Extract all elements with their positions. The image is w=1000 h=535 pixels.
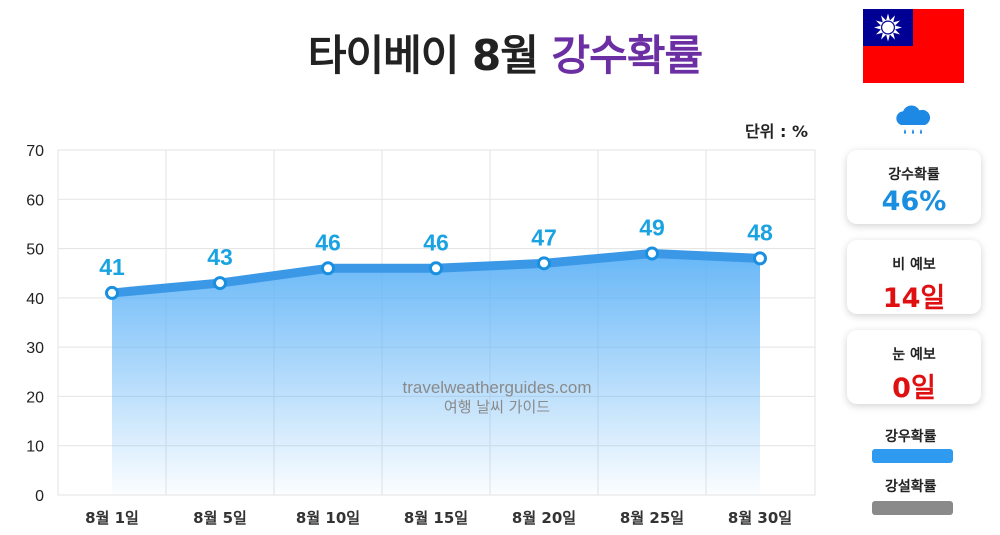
y-tick-label: 30 [26,340,44,357]
data-point [753,251,767,266]
legend-rain-swatch [872,449,953,463]
data-labels: 41 43 46 46 47 49 48 [99,215,773,280]
card-value: 46% [881,186,947,217]
data-label: 41 [99,254,125,280]
y-tick-label: 40 [26,291,44,308]
axes: 0 10 20 30 40 50 60 70 8월 1일 8월 5일 8월 10일 8월 15일 8월 … [26,143,792,527]
legend-rain-label: 강우확률 [885,429,937,445]
taiwan-flag-icon [863,9,964,83]
data-label: 49 [639,215,665,241]
watermark-subtitle: 여행 날씨 가이드 [444,398,550,416]
card-label: 강수확률 [888,167,940,183]
data-label: 46 [423,229,449,255]
x-tick-label: 8월 25일 [620,509,684,527]
data-label: 43 [207,244,233,270]
title-prefix: 타이베이 8월 [307,31,539,80]
y-tick-label: 70 [26,143,44,160]
legend-snow-label: 강설확률 [885,479,937,495]
watermark: travelweatherguides.com 여행 날씨 가이드 [403,378,592,416]
card-precip-prob: 강수확률 46% [847,150,981,224]
data-label: 46 [315,229,341,255]
x-tick-label: 8월 1일 [85,509,139,527]
y-tick-label: 10 [26,439,44,456]
card-label: 비 예보 [892,257,936,273]
data-point [213,276,227,291]
data-label: 47 [531,224,557,250]
data-point [429,261,443,276]
x-tick-label: 8월 30일 [728,509,792,527]
data-label: 48 [747,219,773,245]
unit-label: 단위 : % [745,122,809,141]
card-rain-days: 비 예보 14일 [847,240,981,314]
area-layer [112,253,760,495]
data-point [537,256,551,271]
card-snow-days: 눈 예보 0일 [847,330,981,404]
legend-snow-swatch [872,501,953,515]
data-points [105,246,767,300]
y-tick-label: 0 [35,488,44,505]
page-title: 타이베이 8월 강수확률 [0,22,1000,83]
card-label: 눈 예보 [892,347,936,363]
watermark-url: travelweatherguides.com [403,378,592,397]
card-value: 0일 [892,373,936,404]
y-tick-label: 20 [26,389,44,406]
x-tick-label: 8월 20일 [512,509,576,527]
data-point [105,285,119,300]
y-tick-label: 60 [26,192,44,209]
data-point [645,246,659,261]
card-value: 14일 [882,283,946,314]
series-area [112,253,760,495]
x-tick-label: 8월 5일 [193,509,247,527]
title-accent: 강수확률 [551,31,704,80]
x-tick-label: 8월 10일 [296,509,360,527]
x-tick-label: 8월 15일 [404,509,468,527]
y-tick-label: 50 [26,242,44,259]
rain-cloud-icon [896,105,931,134]
data-point [321,261,335,276]
